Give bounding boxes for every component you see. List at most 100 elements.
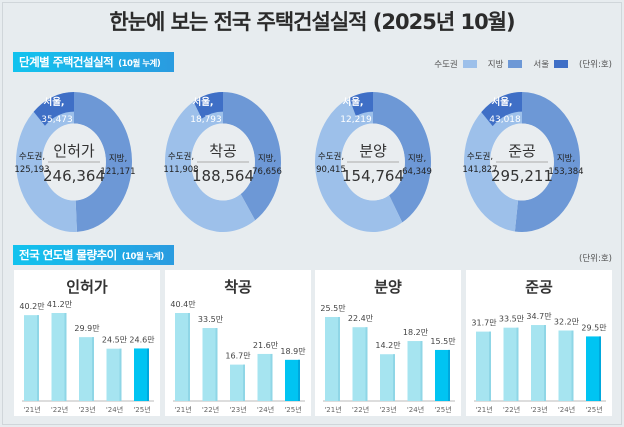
jibang-value: 153,384 <box>548 167 583 177</box>
bar-shade <box>119 348 122 401</box>
slice-sudogwon <box>463 92 522 232</box>
jibang-value: 76,656 <box>252 167 282 177</box>
legend-swatch <box>462 60 477 68</box>
bar <box>175 313 190 401</box>
seoul-value: 35,473 <box>41 115 73 125</box>
sudogwon-label: 수도권, <box>19 151 45 162</box>
bar <box>230 364 245 401</box>
bar <box>352 327 368 401</box>
x-tick-label: '22년 <box>51 405 68 414</box>
donut-착공: 착공 188,564 서울, 18,793 수도권, 111,908 지방, 76,656 <box>163 92 282 232</box>
slice-sudogwon <box>16 92 77 232</box>
bar <box>586 336 601 401</box>
section2-sub: (10월 누계) <box>121 252 165 262</box>
bar <box>558 330 574 401</box>
data-label: 33.5만 <box>198 315 224 324</box>
sudogwon-label: 수도권, <box>318 151 344 162</box>
bar-chart: 40.2만 '21년 41.2만 '22년 29.9만 '23년 24.5만 '24년 24.6… <box>19 300 155 414</box>
data-label: 40.2만 <box>19 302 45 311</box>
panel-title: 인허가 <box>66 278 108 296</box>
bar-shade <box>338 317 340 401</box>
section1-header: 단계별 주택건설실적 (10월 누계) <box>13 52 174 72</box>
donut-total: 246,364 <box>43 167 105 185</box>
section1-label: 단계별 주택건설실적 <box>19 55 114 69</box>
sudogwon-value: 125,193 <box>14 165 49 175</box>
data-label: 32.2만 <box>554 318 580 327</box>
data-label: 31.7만 <box>471 319 497 328</box>
bar <box>407 341 423 401</box>
bar-chart: 25.5만 '21년 22.4만 '22년 14.2만 '23년 18.2만 '24년 15.5… <box>320 304 456 414</box>
bar <box>476 331 491 401</box>
bar <box>24 315 39 401</box>
bar-panel-분양: 분양 25.5만 '21년 22.4만 '22년 14.2만 '23년 18.2만 '24년 15… <box>315 270 461 416</box>
bar-shade <box>448 349 450 401</box>
x-tick-label: '23년 <box>229 405 246 414</box>
bar-shade <box>64 313 67 401</box>
sudogwon-label: 수도권, <box>168 151 194 162</box>
data-label: 22.4만 <box>348 314 374 323</box>
bar <box>503 327 519 401</box>
bar <box>257 353 273 401</box>
donut-total: 295,211 <box>491 167 553 185</box>
x-tick-label: '24년 <box>407 405 424 414</box>
sudogwon-value: 111,908 <box>163 165 198 175</box>
data-label: 16.7만 <box>225 352 251 361</box>
x-tick-label: '24년 <box>558 405 575 414</box>
donut-title: 준공 <box>508 142 536 160</box>
x-tick-label: '21년 <box>475 405 492 414</box>
seoul-label: 서울, <box>491 96 512 108</box>
bar-panel-인허가: 인허가 40.2만 '21년 41.2만 '22년 29.9만 '23년 24.5만 '24년 2… <box>14 270 160 416</box>
seoul-value: 43,018 <box>489 115 521 125</box>
donut-분양: 분양 154,764 서울, 12,219 수도권, 90,415 지방, 64,349 <box>315 92 432 232</box>
x-tick-label: '22년 <box>503 405 520 414</box>
jibang-label: 지방, <box>109 153 127 164</box>
bar <box>325 317 340 401</box>
data-label: 24.5만 <box>102 336 128 345</box>
donut-total: 188,564 <box>192 167 254 185</box>
bar-shade <box>243 364 245 401</box>
data-label: 40.4만 <box>170 300 196 309</box>
panel-title: 준공 <box>525 278 553 296</box>
slice-seoul <box>481 92 522 127</box>
x-tick-label: '21년 <box>23 405 40 414</box>
donut-title: 분양 <box>359 142 387 160</box>
donut-인허가: 인허가 246,364 서울, 35,473 수도권, 125,193 지방, 121,171 <box>14 92 136 232</box>
bar <box>285 359 300 401</box>
data-label: 25.5만 <box>320 304 346 313</box>
panel-title: 착공 <box>224 278 252 296</box>
slice-jibang <box>373 92 431 223</box>
section2-label: 전국 연도별 물량추이 <box>19 248 117 262</box>
bar-shade <box>516 327 519 401</box>
x-tick-label: '21년 <box>324 405 341 414</box>
section1-sub: (10월 누계) <box>118 59 161 69</box>
bar-shade <box>92 337 94 401</box>
x-tick-label: '25년 <box>133 405 150 414</box>
sudogwon-label: 수도권, <box>467 151 493 162</box>
data-label: 14.2만 <box>375 341 401 350</box>
jibang-value: 64,349 <box>402 167 432 177</box>
sudogwon-value: 141,827 <box>462 165 497 175</box>
bar-shade <box>188 313 190 401</box>
slice-jibang <box>223 92 282 221</box>
x-tick-label: '24년 <box>106 405 123 414</box>
slice-sudogwon <box>315 92 403 232</box>
bar-panel-준공: 준공 31.7만 '21년 33.5만 '22년 34.7만 '23년 32.2만 '24년 29… <box>466 270 612 416</box>
jibang-label: 지방, <box>557 153 575 164</box>
legend-label: 지방 <box>487 60 504 70</box>
seoul-label: 서울, <box>43 96 64 108</box>
data-label: 29.5만 <box>581 323 607 332</box>
x-tick-label: '25년 <box>434 405 451 414</box>
bar-shade <box>544 325 546 401</box>
bar-shade <box>599 336 601 401</box>
slice-seoul <box>349 92 373 117</box>
legend: 수도권 지방 서울 (단위:호) <box>434 58 612 70</box>
bar <box>531 325 546 401</box>
bar-shade <box>270 353 273 401</box>
bar-shade <box>298 359 300 401</box>
data-label: 29.9만 <box>74 324 100 333</box>
x-tick-label: '25년 <box>284 405 301 414</box>
donut-title: 인허가 <box>53 142 95 160</box>
page-title: 한눈에 보는 전국 주택건설실적 (2025년 10월) <box>109 10 515 34</box>
donut-charts: 인허가 246,364 서울, 35,473 수도권, 125,193 지방, 121,171… <box>14 92 584 232</box>
seoul-label: 서울, <box>192 96 213 108</box>
